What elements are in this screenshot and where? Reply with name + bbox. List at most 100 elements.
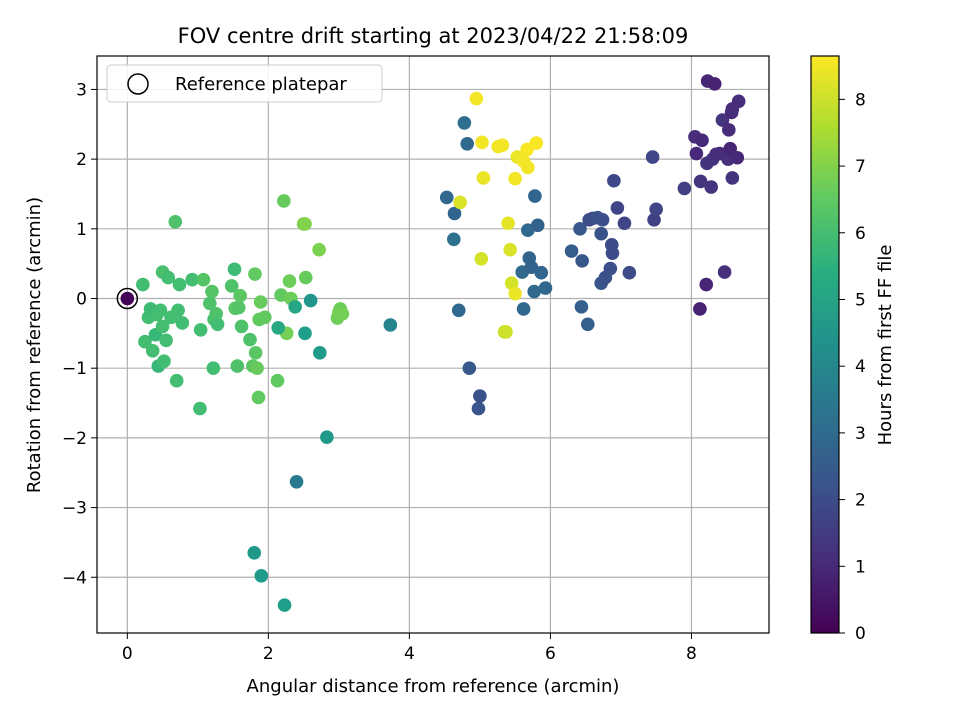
data-point xyxy=(277,598,292,612)
data-point xyxy=(210,317,225,332)
data-point xyxy=(595,212,610,227)
data-points xyxy=(120,74,746,612)
data-point xyxy=(475,135,489,150)
data-point xyxy=(298,326,312,341)
data-point xyxy=(203,296,217,311)
data-point xyxy=(153,303,168,318)
data-point xyxy=(161,270,176,285)
data-point xyxy=(715,113,730,127)
data-point xyxy=(573,222,587,236)
data-point xyxy=(495,138,510,152)
y-tick-label: 0 xyxy=(76,290,87,310)
data-point xyxy=(527,284,541,299)
colorbar-tick-label: 7 xyxy=(855,157,866,177)
data-point xyxy=(649,202,663,217)
data-point xyxy=(159,333,173,348)
data-point xyxy=(501,216,515,231)
y-tick-label: −3 xyxy=(62,499,87,519)
data-point xyxy=(725,171,740,185)
colorbar-gradient xyxy=(810,55,840,634)
data-point xyxy=(574,300,589,314)
data-point xyxy=(447,206,462,221)
data-point xyxy=(447,232,461,247)
y-tick-label: −1 xyxy=(62,359,87,379)
colorbar-tick-label: 0 xyxy=(855,624,866,644)
data-point xyxy=(298,270,313,285)
data-point xyxy=(695,133,709,148)
data-point xyxy=(575,254,589,268)
colorbar-tick-label: 2 xyxy=(855,491,866,511)
data-point xyxy=(603,261,618,276)
y-tick-label: 2 xyxy=(76,150,87,170)
data-point xyxy=(457,116,472,130)
data-point xyxy=(288,300,302,314)
data-point xyxy=(175,316,190,330)
colorbar-tick-label: 1 xyxy=(855,557,866,577)
legend-label: Reference platepar xyxy=(175,74,347,95)
y-axis-ticks: 3 2 1 0 −1 −2 −3 −4 xyxy=(62,80,97,588)
data-point xyxy=(508,171,522,186)
data-point xyxy=(693,302,707,316)
data-point xyxy=(647,212,661,227)
data-point xyxy=(320,430,334,444)
data-point xyxy=(298,217,312,231)
data-point xyxy=(248,346,263,360)
colorbar-tick-label: 5 xyxy=(855,290,866,310)
data-point xyxy=(233,288,247,303)
data-point xyxy=(253,295,268,309)
data-point xyxy=(524,260,539,274)
colorbar: 0 1 2 3 4 5 6 7 8 Hours from first FF file xyxy=(810,55,896,644)
x-tick-label: 0 xyxy=(122,644,133,664)
y-tick-label: −4 xyxy=(62,568,87,588)
colorbar-tick-label: 6 xyxy=(855,224,866,244)
data-point xyxy=(471,401,486,416)
data-point xyxy=(473,389,487,403)
data-point xyxy=(193,323,208,337)
data-point xyxy=(521,160,535,175)
x-tick-label: 4 xyxy=(404,644,415,664)
data-point xyxy=(564,244,579,258)
legend-box xyxy=(106,64,383,103)
reference-marker xyxy=(116,287,139,310)
x-tick-label: 6 xyxy=(545,644,556,664)
y-tick-label: 1 xyxy=(76,220,87,240)
x-tick-label: 2 xyxy=(263,644,274,664)
data-point xyxy=(209,307,223,321)
data-point xyxy=(528,189,542,203)
data-point xyxy=(677,181,692,196)
data-point xyxy=(271,320,286,335)
data-point xyxy=(145,343,160,358)
data-point xyxy=(251,390,266,405)
data-point xyxy=(534,265,549,280)
data-point xyxy=(155,319,170,334)
data-point xyxy=(138,334,152,349)
data-point xyxy=(453,195,467,210)
data-point xyxy=(289,474,304,489)
data-point xyxy=(474,251,489,266)
data-point xyxy=(645,150,660,164)
reference-platepar-marker xyxy=(116,287,139,310)
colorbar-tick-label: 3 xyxy=(855,424,866,444)
data-point xyxy=(460,137,474,151)
colorbar-label: Hours from first FF file xyxy=(875,245,896,446)
data-point xyxy=(731,94,746,109)
data-point xyxy=(439,190,454,205)
data-point xyxy=(607,173,621,188)
data-point xyxy=(136,277,150,292)
data-point xyxy=(234,319,249,334)
x-axis-label: Angular distance from reference (arcmin) xyxy=(247,676,620,697)
data-point xyxy=(605,246,620,261)
data-point xyxy=(230,359,245,373)
y-axis-label: Rotation from reference (arcmin) xyxy=(24,197,45,493)
data-point xyxy=(462,361,477,375)
data-point xyxy=(206,361,221,375)
data-point xyxy=(312,242,326,257)
data-point xyxy=(704,180,718,194)
data-point xyxy=(580,317,595,332)
data-point xyxy=(270,373,285,388)
data-point xyxy=(689,146,704,161)
data-point xyxy=(185,272,199,287)
data-point xyxy=(503,242,518,257)
data-point xyxy=(227,262,242,277)
data-point xyxy=(622,265,637,280)
